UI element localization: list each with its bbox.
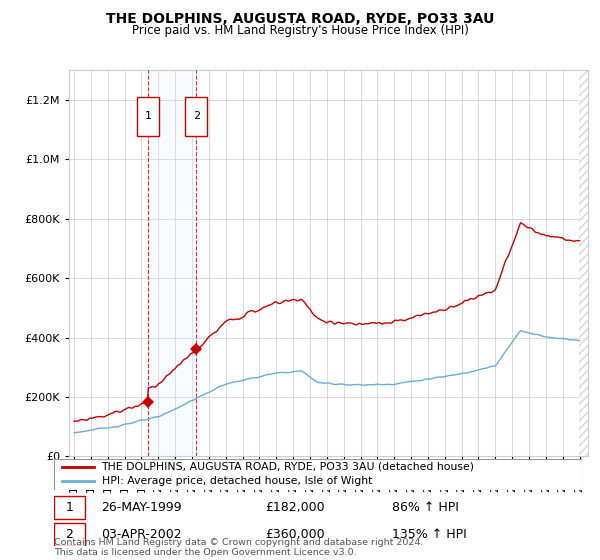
- Text: 1: 1: [65, 501, 73, 514]
- Text: THE DOLPHINS, AUGUSTA ROAD, RYDE, PO33 3AU: THE DOLPHINS, AUGUSTA ROAD, RYDE, PO33 3…: [106, 12, 494, 26]
- Text: 26-MAY-1999: 26-MAY-1999: [101, 501, 182, 514]
- Text: 1: 1: [145, 111, 151, 122]
- Text: THE DOLPHINS, AUGUSTA ROAD, RYDE, PO33 3AU (detached house): THE DOLPHINS, AUGUSTA ROAD, RYDE, PO33 3…: [101, 462, 475, 472]
- Text: HPI: Average price, detached house, Isle of Wight: HPI: Average price, detached house, Isle…: [101, 477, 372, 487]
- FancyBboxPatch shape: [185, 97, 208, 136]
- Bar: [148, 70, 196, 456]
- FancyBboxPatch shape: [137, 97, 159, 136]
- Text: 135% ↑ HPI: 135% ↑ HPI: [392, 528, 467, 541]
- Text: 2: 2: [193, 111, 200, 122]
- Text: 86% ↑ HPI: 86% ↑ HPI: [392, 501, 459, 514]
- Text: 03-APR-2002: 03-APR-2002: [101, 528, 182, 541]
- Text: Contains HM Land Registry data © Crown copyright and database right 2024.
This d: Contains HM Land Registry data © Crown c…: [54, 538, 424, 557]
- FancyBboxPatch shape: [54, 459, 582, 490]
- Text: £182,000: £182,000: [265, 501, 325, 514]
- Text: Price paid vs. HM Land Registry's House Price Index (HPI): Price paid vs. HM Land Registry's House …: [131, 24, 469, 36]
- Bar: [580, 70, 588, 456]
- Text: 2: 2: [65, 528, 73, 541]
- Text: £360,000: £360,000: [265, 528, 325, 541]
- FancyBboxPatch shape: [54, 496, 85, 519]
- FancyBboxPatch shape: [54, 523, 85, 546]
